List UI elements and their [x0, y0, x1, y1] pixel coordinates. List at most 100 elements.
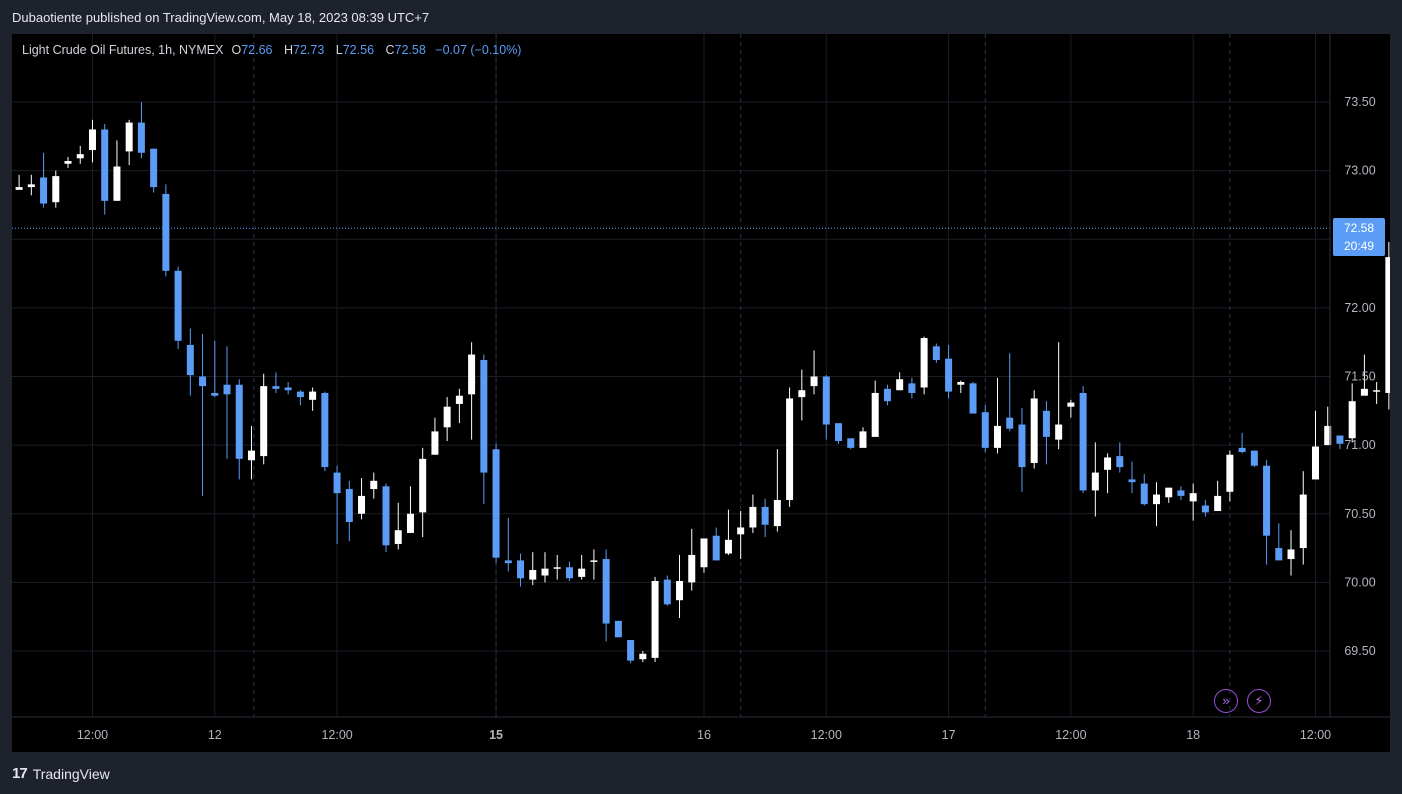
candle[interactable]: [1177, 486, 1185, 501]
candle[interactable]: [333, 465, 341, 544]
candle[interactable]: [162, 184, 170, 277]
candle[interactable]: [1067, 399, 1075, 418]
candle[interactable]: [847, 438, 855, 450]
candle[interactable]: [1006, 353, 1014, 432]
candle[interactable]: [125, 119, 133, 166]
candle[interactable]: [1385, 241, 1390, 410]
candle[interactable]: [908, 377, 916, 399]
candle[interactable]: [40, 152, 48, 208]
candle[interactable]: [296, 390, 304, 406]
candle[interactable]: [455, 388, 463, 424]
candle[interactable]: [1238, 432, 1246, 454]
candle[interactable]: [1311, 410, 1319, 480]
candle[interactable]: [1165, 487, 1173, 503]
candle[interactable]: [981, 405, 989, 452]
candle[interactable]: [724, 509, 732, 555]
candle[interactable]: [1214, 480, 1222, 512]
candle[interactable]: [1336, 435, 1344, 450]
candle[interactable]: [235, 379, 243, 480]
candle[interactable]: [113, 140, 121, 201]
candle[interactable]: [504, 517, 512, 572]
candle[interactable]: [358, 478, 366, 520]
candle[interactable]: [211, 340, 219, 398]
fast-forward-icon[interactable]: »: [1214, 689, 1238, 713]
candle[interactable]: [468, 342, 476, 440]
candle[interactable]: [786, 387, 794, 507]
candle[interactable]: [969, 381, 977, 414]
candle[interactable]: [614, 620, 622, 638]
candle[interactable]: [27, 174, 35, 196]
candle[interactable]: [15, 174, 23, 190]
candle[interactable]: [345, 480, 353, 542]
candle[interactable]: [52, 170, 60, 208]
price-chart[interactable]: 73.50 73.00 72.00 71.50 71.00 70.50 70.00 69.50…: [12, 34, 1390, 752]
candle[interactable]: [1152, 482, 1160, 527]
candle[interactable]: [565, 561, 573, 582]
candle[interactable]: [431, 417, 439, 455]
candle[interactable]: [1018, 408, 1026, 492]
candle[interactable]: [663, 575, 671, 606]
candle[interactable]: [602, 549, 610, 642]
candle[interactable]: [1373, 381, 1381, 404]
candle[interactable]: [1091, 442, 1099, 517]
candle[interactable]: [859, 427, 867, 448]
candle[interactable]: [1104, 453, 1112, 494]
candle[interactable]: [1263, 460, 1271, 565]
candle[interactable]: [627, 640, 635, 664]
candle[interactable]: [932, 343, 940, 363]
candle[interactable]: [382, 483, 390, 553]
candle[interactable]: [553, 554, 561, 580]
candle[interactable]: [712, 527, 720, 561]
candle[interactable]: [676, 554, 684, 619]
lightning-icon[interactable]: ⚡︎: [1247, 689, 1271, 713]
candle[interactable]: [529, 552, 537, 586]
candle[interactable]: [1189, 483, 1197, 521]
candle[interactable]: [1128, 461, 1136, 494]
candle[interactable]: [321, 391, 329, 472]
candle[interactable]: [1324, 406, 1332, 446]
candle[interactable]: [443, 397, 451, 442]
candle[interactable]: [798, 369, 806, 421]
candle[interactable]: [1275, 523, 1283, 561]
candle[interactable]: [651, 576, 659, 662]
candle[interactable]: [761, 498, 769, 538]
candle[interactable]: [578, 554, 586, 580]
candle[interactable]: [1360, 354, 1368, 396]
candle[interactable]: [1140, 473, 1148, 506]
candles[interactable]: [15, 102, 1390, 664]
candle[interactable]: [541, 552, 549, 583]
candle[interactable]: [835, 423, 843, 444]
candle[interactable]: [223, 346, 231, 459]
candle[interactable]: [76, 145, 84, 164]
candle[interactable]: [590, 549, 598, 580]
candle[interactable]: [1201, 500, 1209, 517]
candle[interactable]: [370, 472, 378, 499]
chart-pane[interactable]: 73.50 73.00 72.00 71.50 71.00 70.50 70.00 69.50…: [12, 34, 1390, 752]
candle[interactable]: [64, 156, 72, 168]
candle[interactable]: [700, 538, 708, 573]
candle[interactable]: [639, 651, 647, 662]
candle[interactable]: [1079, 386, 1087, 494]
time-axis[interactable]: 12:00 12 12:00 15 16 12:00 17 12:00 18 12:00: [12, 716, 1390, 742]
candle[interactable]: [199, 333, 207, 496]
candle[interactable]: [810, 350, 818, 395]
candle[interactable]: [920, 336, 928, 395]
candle[interactable]: [1055, 342, 1063, 450]
candle[interactable]: [517, 553, 525, 587]
candle[interactable]: [260, 373, 268, 465]
candle[interactable]: [1030, 390, 1038, 469]
candle[interactable]: [896, 372, 904, 391]
candle[interactable]: [1226, 450, 1234, 502]
candle[interactable]: [1287, 530, 1295, 576]
candle[interactable]: [186, 328, 194, 396]
candle[interactable]: [309, 387, 317, 411]
candle[interactable]: [1116, 442, 1124, 473]
candle[interactable]: [1042, 401, 1050, 465]
candle[interactable]: [957, 380, 965, 393]
candle[interactable]: [773, 449, 781, 532]
candle[interactable]: [1299, 471, 1307, 565]
candle[interactable]: [737, 511, 745, 560]
candle[interactable]: [480, 354, 488, 505]
candle[interactable]: [822, 375, 830, 440]
candle[interactable]: [406, 486, 414, 533]
